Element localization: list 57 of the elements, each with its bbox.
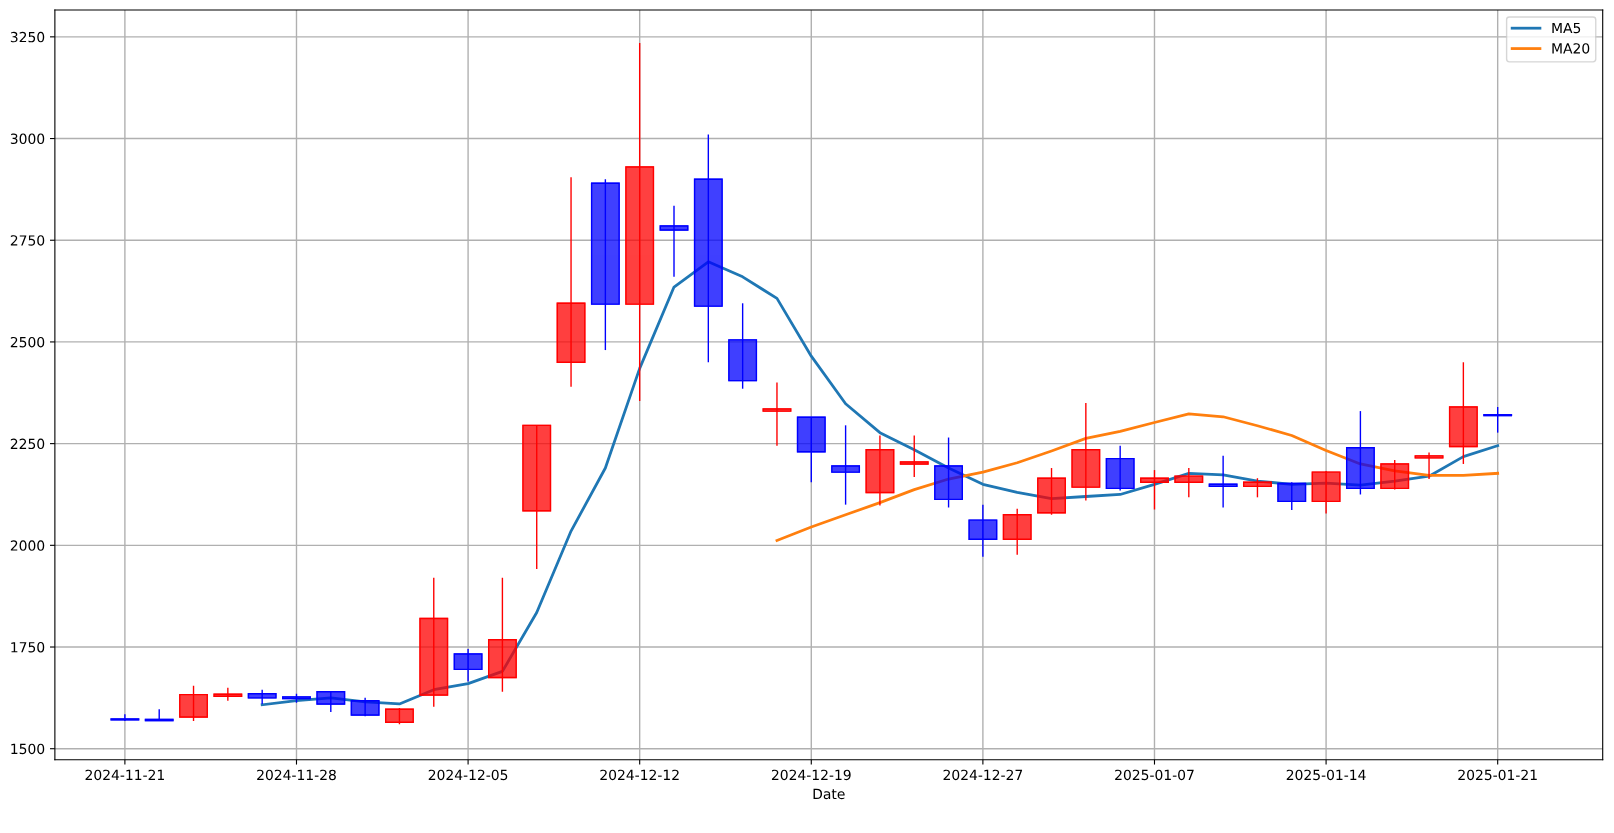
candlestick (1002, 508, 1032, 556)
candlestick (590, 178, 620, 351)
candlestick (1037, 467, 1066, 516)
candlestick (1277, 481, 1307, 511)
y-tick-label: 2750 (10, 235, 45, 246)
candlestick (179, 684, 208, 722)
candlestick (1105, 444, 1135, 492)
candlestick (350, 697, 380, 717)
x-tick-label: 2024-11-28 (257, 769, 336, 781)
x-tick-label: 2024-12-19 (771, 769, 851, 781)
candlestick (1071, 402, 1101, 502)
candlestick (213, 687, 243, 702)
candlestick (831, 424, 861, 506)
candlestick (419, 577, 449, 708)
candlestick (796, 416, 826, 483)
y-tick-label: 2000 (10, 540, 45, 551)
x-tick-label: 2024-12-05 (428, 769, 508, 781)
candlestick (556, 176, 586, 388)
candlestick (1345, 410, 1375, 496)
x-tick-label: 2024-12-27 (943, 769, 1023, 781)
candlestick (1380, 459, 1410, 491)
candlestick (1174, 467, 1204, 499)
candlestick (110, 713, 140, 722)
candlestick (1448, 361, 1478, 465)
candlestick (865, 434, 895, 507)
candlestick (522, 424, 552, 570)
candlestick (1140, 469, 1169, 511)
y-tick-label: 3250 (10, 31, 45, 43)
legend-label: MA5 (1552, 22, 1581, 34)
x-tick-label: 2024-11-21 (85, 769, 164, 781)
y-tick-label: 2250 (10, 438, 45, 450)
candlestick (1483, 406, 1513, 434)
y-tick-label: 1500 (11, 743, 45, 755)
x-axis-title: Date (813, 788, 845, 800)
y-tick-label: 1750 (11, 641, 45, 653)
candlestick (1208, 455, 1238, 509)
candlestick (968, 503, 998, 558)
legend-label: MA20 (1552, 43, 1590, 54)
y-tick-label: 3000 (10, 133, 45, 145)
candlestick (659, 204, 689, 278)
candlestick (487, 577, 517, 693)
x-tick-label: 2025-01-14 (1286, 769, 1366, 781)
candlestick (316, 691, 346, 713)
candlestick (1414, 451, 1444, 480)
candlestick (247, 689, 277, 705)
y-tick-label: 2500 (10, 336, 45, 348)
candlestick (934, 436, 963, 509)
candlestick (1243, 477, 1272, 499)
x-tick-label: 2025-01-07 (1115, 769, 1194, 781)
candlestick (728, 302, 758, 390)
candlestick (762, 381, 792, 447)
candlestick (899, 434, 929, 478)
x-tick-label: 2025-01-21 (1458, 769, 1537, 781)
candlestick (1311, 470, 1341, 515)
x-tick-label: 2024-12-12 (600, 769, 679, 781)
candlestick (453, 648, 483, 683)
candlestick (693, 133, 723, 363)
